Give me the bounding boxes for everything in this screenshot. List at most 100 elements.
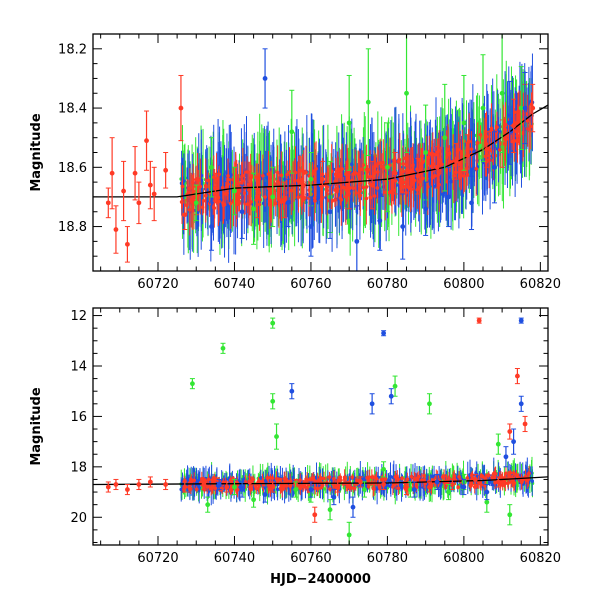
cloud-point bbox=[351, 186, 356, 190]
cloud-point bbox=[430, 175, 435, 180]
data-point bbox=[182, 212, 188, 218]
data-point bbox=[147, 182, 153, 188]
cloud-point bbox=[409, 187, 414, 192]
data-point bbox=[461, 120, 467, 126]
cloud-point bbox=[469, 473, 474, 478]
cloud-point bbox=[527, 471, 531, 476]
cloud-point bbox=[284, 484, 289, 488]
cloud-point bbox=[354, 191, 358, 195]
cloud-point bbox=[296, 178, 300, 183]
x-tick-label: 60740 bbox=[214, 277, 255, 292]
cloud-point bbox=[430, 153, 434, 157]
data-point bbox=[125, 241, 130, 247]
cloud-point bbox=[184, 203, 189, 208]
data-point bbox=[404, 487, 409, 492]
cloud-point bbox=[438, 158, 443, 163]
cloud-point bbox=[399, 181, 403, 185]
data-point bbox=[212, 185, 218, 191]
cloud-point bbox=[481, 475, 485, 479]
cloud-point bbox=[472, 485, 477, 489]
cloud-point bbox=[366, 167, 371, 172]
data-point bbox=[147, 479, 153, 485]
data-point bbox=[270, 398, 276, 404]
cloud-point bbox=[514, 129, 519, 134]
series-green bbox=[193, 34, 524, 245]
cloud-point bbox=[216, 195, 221, 200]
data-point bbox=[182, 484, 188, 490]
cloud-point bbox=[203, 183, 208, 188]
cloud-point bbox=[304, 170, 308, 175]
cloud-point bbox=[509, 480, 513, 484]
data-point bbox=[530, 105, 536, 111]
data-point bbox=[346, 532, 352, 538]
cloud-point bbox=[194, 487, 199, 492]
cloud-point bbox=[465, 476, 470, 480]
cloud-point bbox=[314, 186, 319, 191]
cloud-point bbox=[305, 477, 309, 482]
data-point bbox=[381, 466, 386, 472]
data-point bbox=[312, 512, 318, 518]
data-point bbox=[423, 206, 429, 212]
cloud-point bbox=[312, 196, 317, 200]
cloud-point bbox=[279, 173, 284, 178]
cloud-point bbox=[372, 171, 376, 176]
data-point bbox=[415, 173, 421, 179]
data-point bbox=[492, 164, 497, 170]
data-point bbox=[300, 182, 306, 188]
cloud-point bbox=[336, 167, 340, 171]
cloud-point bbox=[400, 476, 404, 481]
data-point bbox=[392, 170, 398, 176]
cloud-point bbox=[203, 479, 208, 484]
cloud-point bbox=[377, 485, 382, 490]
cloud-point bbox=[220, 185, 225, 190]
data-point bbox=[255, 194, 260, 200]
cloud-point bbox=[228, 201, 233, 206]
cloud-point bbox=[374, 477, 379, 481]
cloud-point bbox=[328, 487, 332, 491]
data-point bbox=[205, 502, 211, 508]
data-point bbox=[163, 167, 169, 173]
cloud-point bbox=[341, 185, 346, 190]
cloud-point bbox=[437, 172, 441, 177]
cloud-point bbox=[189, 477, 193, 482]
cloud-point bbox=[490, 482, 495, 487]
cloud-point bbox=[245, 170, 249, 174]
cloud-point bbox=[273, 201, 278, 206]
data-point bbox=[247, 479, 253, 485]
data-point bbox=[270, 484, 276, 490]
data-point bbox=[358, 479, 364, 485]
data-point bbox=[251, 206, 256, 212]
cloud-point bbox=[375, 170, 380, 174]
cloud-point bbox=[397, 158, 402, 162]
cloud-point bbox=[461, 174, 466, 178]
data-point bbox=[346, 185, 352, 191]
x-tick-label: 60780 bbox=[367, 277, 408, 292]
data-point bbox=[427, 401, 432, 407]
data-point bbox=[507, 429, 513, 434]
data-point bbox=[507, 120, 513, 126]
data-point bbox=[209, 164, 214, 170]
cloud-point bbox=[261, 174, 265, 178]
data-point bbox=[434, 164, 440, 170]
data-point bbox=[327, 507, 333, 513]
y-tick-label: 18.2 bbox=[58, 42, 87, 57]
cloud-point bbox=[276, 196, 281, 201]
cloud-point bbox=[457, 475, 461, 479]
cloud-point bbox=[503, 128, 508, 132]
cloud-point bbox=[361, 185, 366, 190]
cloud-point bbox=[426, 155, 431, 160]
cloud-point bbox=[390, 190, 394, 195]
data-point bbox=[446, 489, 451, 495]
cloud-point bbox=[372, 487, 376, 491]
data-point bbox=[201, 482, 207, 487]
data-point bbox=[113, 227, 119, 232]
data-point bbox=[270, 194, 276, 200]
data-point bbox=[270, 320, 276, 326]
cloud-point bbox=[281, 483, 286, 487]
data-point bbox=[369, 182, 375, 188]
cloud-point bbox=[368, 174, 372, 179]
data-point bbox=[109, 170, 115, 176]
cloud-point bbox=[396, 486, 401, 491]
y-axis-label: Magnitude bbox=[29, 113, 44, 192]
